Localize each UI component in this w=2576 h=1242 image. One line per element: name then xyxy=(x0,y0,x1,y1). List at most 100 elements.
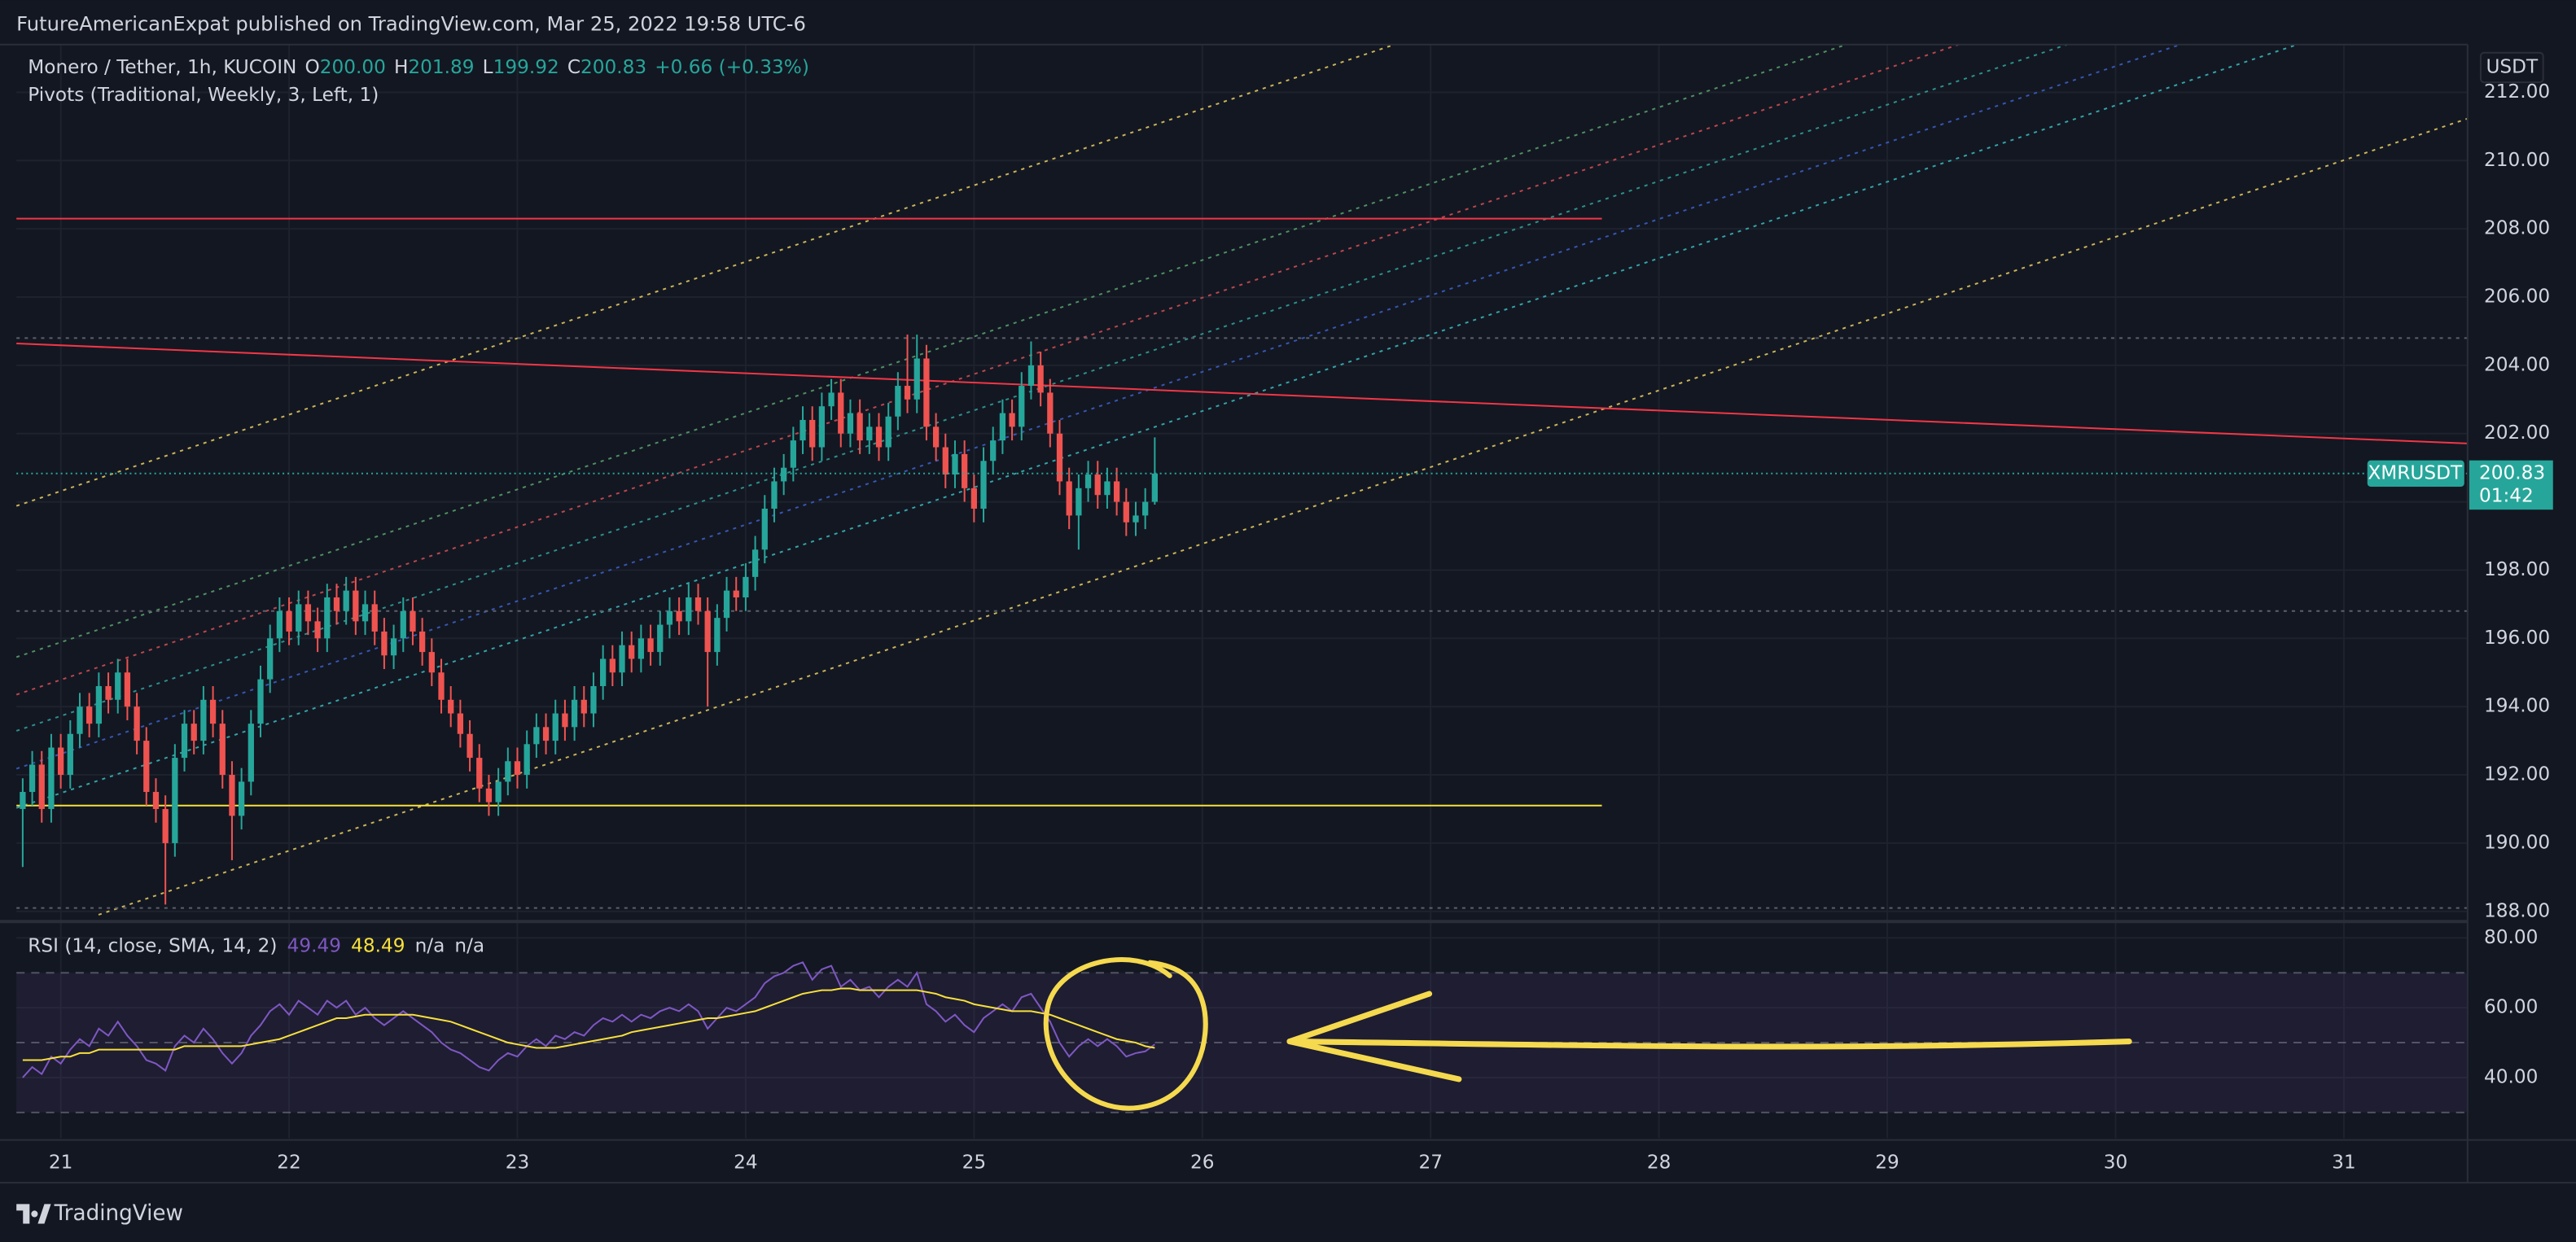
candle-body xyxy=(932,426,940,448)
candle-body xyxy=(124,672,131,707)
candle-body xyxy=(209,699,217,724)
candle-body xyxy=(629,645,635,659)
candle-body xyxy=(1037,365,1044,393)
candle-body xyxy=(239,781,245,816)
candle-body xyxy=(343,590,349,611)
marks xyxy=(15,43,2469,1078)
candle-body xyxy=(191,724,197,741)
candle-body xyxy=(838,392,844,434)
candle-body xyxy=(590,686,597,714)
candle-body xyxy=(361,604,369,622)
candle-body xyxy=(1113,481,1120,502)
candle-body xyxy=(818,406,826,448)
brand[interactable]: TradingView xyxy=(54,1201,183,1226)
x-tick-label: 31 xyxy=(2332,1151,2356,1173)
candle-body xyxy=(694,597,702,611)
candle-body xyxy=(704,610,711,653)
y-tick-label: 204.00 xyxy=(2484,353,2550,375)
price-tag-value: 200.83 xyxy=(2479,461,2545,483)
candle-body xyxy=(485,788,493,802)
candle-body xyxy=(942,447,948,475)
candle-body xyxy=(1009,413,1015,427)
candle-body xyxy=(875,426,883,448)
unit-box xyxy=(2479,51,2544,84)
axis-unit[interactable]: USDT xyxy=(2486,55,2539,77)
candle-body xyxy=(904,386,911,400)
candle-body xyxy=(105,686,112,700)
logo-icon xyxy=(16,1204,51,1224)
ohlc-prefix: C xyxy=(567,55,580,77)
candle-body xyxy=(552,713,559,741)
candle-body xyxy=(913,358,920,400)
countdown: 01:42 xyxy=(2479,485,2534,507)
candle-body xyxy=(990,440,997,461)
x-tick-label: 21 xyxy=(49,1151,73,1173)
drawing-line xyxy=(15,43,2068,732)
candle-body xyxy=(923,358,930,427)
candle-body xyxy=(781,467,787,482)
candle-body xyxy=(296,604,302,632)
candle-body xyxy=(162,808,169,843)
candle-body xyxy=(542,727,550,741)
candle-body xyxy=(676,610,682,622)
candle-body xyxy=(38,764,45,809)
candle-body xyxy=(970,488,977,509)
candle-body xyxy=(895,386,901,417)
candle-body xyxy=(276,610,283,639)
candle-body xyxy=(400,610,406,639)
close-value: 200.83 xyxy=(580,55,646,77)
candle-body xyxy=(847,413,854,434)
candle-body xyxy=(200,699,207,741)
candle-body xyxy=(714,618,721,653)
rsi-line xyxy=(22,987,1155,1061)
ohlc-prefix: O xyxy=(305,55,320,77)
candle-body xyxy=(77,706,83,734)
candle-body xyxy=(457,713,464,734)
candle-body xyxy=(286,610,292,632)
x-tick-label: 22 xyxy=(277,1151,301,1173)
candle-body xyxy=(371,604,378,632)
candle-body xyxy=(1151,473,1158,502)
candle-body xyxy=(999,413,1006,441)
candle-body xyxy=(448,699,454,714)
annotation-arrowhead xyxy=(1286,991,1462,1082)
y-tick-label: 198.00 xyxy=(2484,558,2550,580)
rsi-sma-value: 48.49 xyxy=(351,934,405,956)
rsi-title: RSI (14, close, SMA, 14, 2) xyxy=(28,934,277,956)
candle-body xyxy=(20,792,26,809)
price-tag xyxy=(2469,460,2553,510)
candle-body xyxy=(800,419,806,441)
x-tick-label: 28 xyxy=(1647,1151,1671,1173)
candle-body xyxy=(751,549,759,577)
drawing-line xyxy=(98,117,2469,916)
candle-body xyxy=(1076,488,1082,516)
symbol-title: Monero / Tether, 1h, KUCOIN xyxy=(28,55,296,77)
symbol-label: XMRUSDT xyxy=(2368,461,2463,483)
high-value: 201.89 xyxy=(408,55,474,77)
ohlc-prefix: L xyxy=(483,55,493,77)
candle-body xyxy=(580,699,587,714)
y-tick-label: 188.00 xyxy=(2484,899,2550,921)
x-tick-label: 30 xyxy=(2104,1151,2128,1173)
y-tick-label: 190.00 xyxy=(2484,831,2550,853)
candle-body xyxy=(390,638,397,656)
candle-body xyxy=(67,733,73,776)
candle-body xyxy=(619,645,625,673)
x-tick-label: 25 xyxy=(962,1151,987,1173)
candle-body xyxy=(229,775,235,816)
low-value: 199.92 xyxy=(493,55,559,77)
candle-body xyxy=(381,631,388,656)
drawing-line xyxy=(15,43,2181,770)
candle-body xyxy=(476,758,483,789)
candle-body xyxy=(980,461,987,509)
candle-body xyxy=(790,440,796,468)
candle-body xyxy=(1066,481,1072,516)
candle-body xyxy=(438,672,445,700)
y-tick-label: 202.00 xyxy=(2484,422,2550,444)
rsi-extra: n/a xyxy=(415,934,445,956)
candle-body xyxy=(1056,433,1063,482)
open-value: 200.00 xyxy=(320,55,386,77)
